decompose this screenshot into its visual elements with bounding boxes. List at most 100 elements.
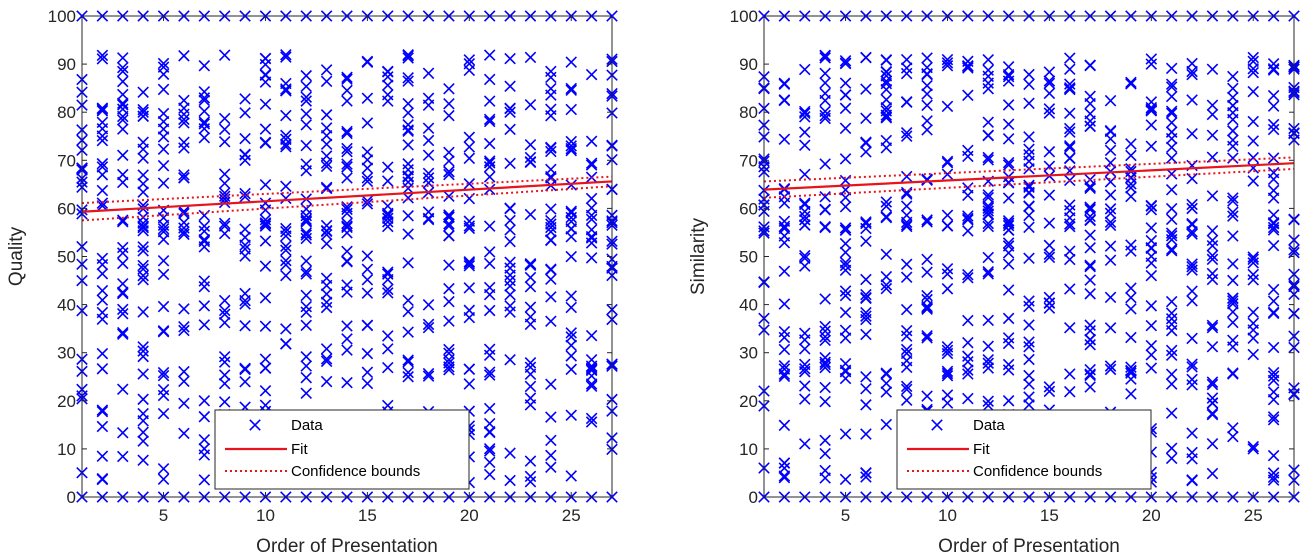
chart1-data-point [239, 298, 251, 310]
chart2-data-point [799, 343, 811, 355]
chart1-data-point [524, 271, 537, 284]
chart1-data-point [565, 331, 577, 343]
chart1-data-point [382, 287, 394, 299]
chart1-data-point [96, 284, 109, 297]
chart2-data-point [1267, 63, 1280, 75]
chart2-data-point [839, 264, 852, 277]
chart1-data-point [341, 84, 353, 97]
chart2-data-point [1064, 220, 1076, 233]
chart1-data-point [157, 254, 170, 267]
chart2-data-point [860, 371, 872, 383]
chart2-confidence-lower [763, 167, 1295, 199]
chart1-data-point [96, 49, 109, 62]
chart1-data-point [178, 108, 190, 121]
chart1-data-point [483, 220, 496, 232]
chart2-data-point [1002, 224, 1015, 236]
chart2-data-point [900, 209, 913, 221]
chart1-data-point [382, 212, 394, 225]
chart1-data-point [320, 182, 333, 195]
chart2-data-point [1043, 248, 1056, 261]
chart1-data-point [280, 109, 292, 122]
chart1-data-point [198, 410, 211, 423]
chart1-data-point [259, 260, 272, 272]
chart2-data-point [1084, 288, 1096, 300]
chart1-data-point [137, 259, 149, 272]
chart1-data-point [280, 338, 292, 350]
chart2-data-point [1023, 97, 1035, 110]
chart2-data-point [921, 300, 933, 313]
chart2-data-point [1186, 128, 1198, 140]
chart1-data-point [504, 202, 516, 215]
chart2-data-point [839, 332, 852, 344]
chart2-data-point [1165, 243, 1178, 255]
chart2-data-point [839, 102, 852, 115]
chart1-data-point [402, 107, 414, 119]
chart1-data-point [402, 182, 414, 195]
chart1-data-point [320, 150, 333, 162]
chart1-ytick-label: 0 [67, 488, 76, 507]
chart2-data-point [1206, 392, 1219, 404]
chart1-data-point [259, 384, 272, 397]
chart2-data-point [1064, 152, 1076, 164]
chart2-data-point [900, 394, 913, 407]
chart2-data-point [1104, 124, 1117, 137]
chart1-data-point [137, 415, 149, 427]
chart2-ytick-label: 80 [739, 103, 758, 122]
chart1-data-point [157, 222, 170, 235]
chart1-confidence-lower [81, 185, 613, 222]
chart1-data-point [382, 200, 394, 212]
chart1-data-point [137, 306, 149, 318]
chart2-data-point [860, 399, 872, 411]
chart2-data-point [860, 235, 872, 248]
chart1-data-point [198, 241, 211, 253]
chart2-data-point [799, 393, 811, 405]
chart2-data-point [1064, 141, 1076, 154]
chart1-data-point [504, 269, 516, 281]
chart1-data-point [117, 88, 129, 101]
chart2-data-point [1165, 295, 1178, 308]
chart2-data-point [1023, 300, 1035, 313]
chart2-data-point [982, 251, 994, 264]
chart2-data-point [778, 470, 791, 482]
chart1-data-point [402, 294, 414, 307]
chart1-data-point [545, 434, 557, 447]
chart1-data-point [341, 145, 353, 158]
chart2-data-point [880, 75, 893, 87]
chart1-data-point [463, 256, 476, 268]
chart1-data-point [320, 237, 333, 250]
chart2-data-point [799, 139, 811, 152]
chart2-xtick-label: 20 [1142, 506, 1161, 525]
chart1-data-point [259, 52, 272, 65]
chart2-data-point [962, 336, 974, 349]
chart1-data-point [117, 99, 129, 111]
chart2-data-point [982, 83, 994, 95]
chart1-data-point [117, 61, 129, 74]
chart2-data-point [880, 54, 893, 67]
chart2-data-point [941, 397, 954, 409]
chart2-data-point [982, 154, 994, 166]
chart1-data-point [96, 184, 109, 197]
chart2-data-point [819, 434, 831, 447]
chart1-data-point [198, 275, 211, 287]
chart1-data-point [341, 127, 353, 140]
chart1-data-point [402, 75, 414, 87]
chart2-data-point [799, 380, 811, 392]
chart2-data-point [982, 208, 994, 221]
chart1-data-point [463, 131, 476, 144]
chart1-data-point [137, 186, 149, 198]
chart2-data-point [1104, 144, 1117, 157]
chart2-data-point [1145, 319, 1158, 332]
chart2-data-point [1002, 332, 1015, 344]
chart2-data-point [900, 219, 913, 231]
chart2-data-point [962, 364, 974, 376]
chart1-data-point [443, 168, 455, 181]
chart1-data-point [422, 149, 435, 161]
chart1-data-point [96, 347, 109, 360]
chart1-data-point [137, 169, 149, 181]
chart2-data-point [880, 105, 893, 117]
chart2-data-point [1064, 385, 1076, 398]
chart1-data-point [504, 274, 516, 287]
chart2-data-point [921, 390, 933, 402]
chart2-data-point [1002, 177, 1015, 189]
chart2-data-point [1165, 233, 1178, 246]
